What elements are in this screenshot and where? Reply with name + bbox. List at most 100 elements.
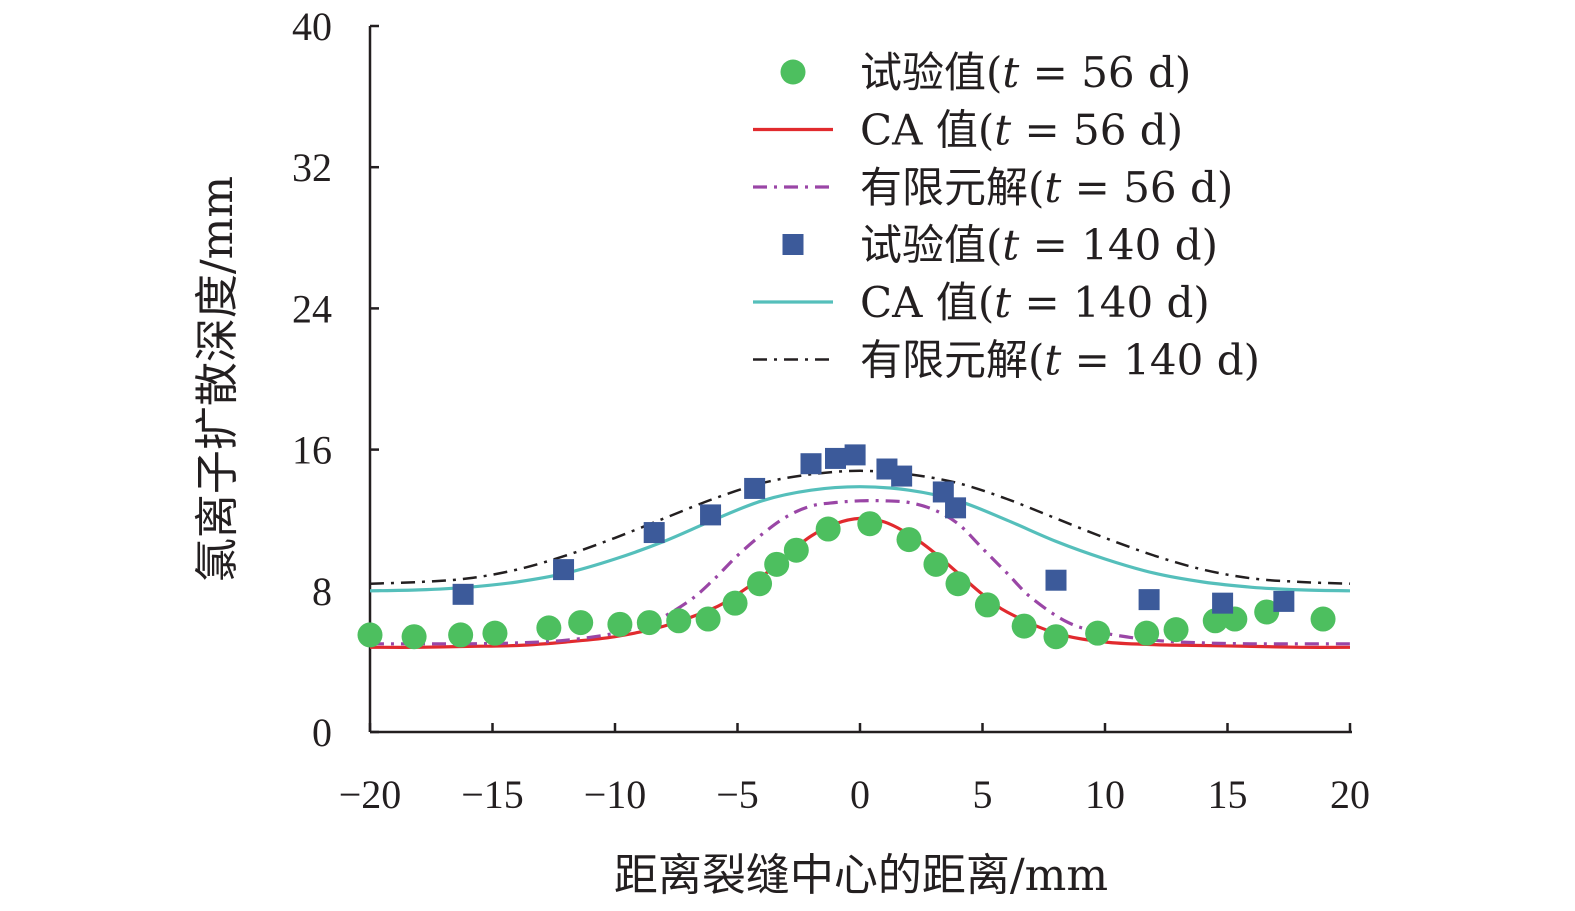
legend-close-paren: ): [1167, 106, 1183, 155]
x-tick-label: 20: [1330, 772, 1370, 817]
data-point: [700, 504, 722, 526]
data-point: [815, 516, 841, 542]
data-point: [800, 453, 822, 475]
data-point: [844, 444, 866, 466]
y-tick-label: 40: [292, 4, 332, 49]
data-point: [401, 624, 427, 650]
x-tick-label: −20: [339, 772, 402, 817]
legend-equals: =: [1019, 48, 1081, 97]
legend-close-paren: ): [1193, 278, 1209, 327]
x-tick-label: −15: [461, 772, 524, 817]
legend-label: 有限元解(t = 140 d): [860, 336, 1260, 385]
data-point: [568, 610, 594, 636]
x-tick-label: −10: [584, 772, 647, 817]
data-point: [825, 447, 846, 469]
x-tick-label: −5: [716, 772, 759, 817]
data-point: [452, 583, 474, 605]
series-line: [369, 485, 1351, 593]
data-point: [923, 551, 949, 577]
data-point: [1310, 606, 1336, 632]
legend-time-value: 140 d: [1081, 221, 1201, 270]
legend-time-variable: t: [1044, 163, 1061, 212]
y-tick-label: 24: [292, 286, 332, 331]
data-point: [1085, 620, 1111, 646]
legend-entry: 有限元解(t = 140 d): [753, 336, 1260, 385]
series-line: [369, 469, 1351, 585]
data-point: [722, 590, 748, 616]
data-point: [764, 551, 790, 577]
data-point: [1138, 589, 1160, 611]
legend-prefix: 有限元解(: [860, 336, 1044, 385]
data-point: [1212, 592, 1234, 614]
y-axis-title: 氯离子扩散深度/mm: [192, 176, 243, 582]
legend-label: 试验值(t = 140 d): [860, 221, 1218, 270]
legend-marker: [782, 234, 804, 255]
data-point: [536, 615, 562, 641]
x-tick-label: 10: [1085, 772, 1125, 817]
legend-time-value: 140 d: [1123, 336, 1243, 385]
legend-entry: CA 值(t = 56 d): [753, 106, 1183, 155]
data-point: [357, 622, 383, 648]
x-axis-title: 距离裂缝中心的距离/mm: [614, 850, 1108, 901]
data-point: [974, 592, 1000, 618]
legend-prefix: CA 值(: [860, 278, 994, 327]
legend-time-value: 140 d: [1073, 278, 1193, 327]
data-point: [1254, 599, 1280, 625]
legend-prefix: CA 值(: [860, 106, 994, 155]
data-point: [553, 559, 575, 581]
data-point: [448, 622, 474, 648]
legend-equals: =: [1011, 106, 1073, 155]
data-point: [1043, 624, 1069, 650]
legend: 试验值(t = 56 d)CA 值(t = 56 d)有限元解(t = 56 d…: [753, 48, 1260, 385]
ticks: −20 −15 −10 −5 0 5 10 15 20 0 8 16 24 32 40: [292, 4, 1370, 817]
legend-label: 试验值(t = 56 d): [860, 48, 1191, 97]
data-point: [607, 611, 633, 637]
data-point: [666, 608, 692, 634]
legend-prefix: 有限元解(: [860, 163, 1044, 212]
legend-prefix: 试验值(: [860, 48, 1002, 97]
legend-label: CA 值(t = 140 d): [860, 278, 1210, 327]
data-point: [783, 537, 809, 563]
legend-equals: =: [1019, 221, 1081, 270]
data-point: [482, 620, 508, 646]
x-tick-label: 15: [1208, 772, 1248, 817]
data-point: [857, 511, 883, 537]
legend-time-variable: t: [1002, 48, 1019, 97]
legend-label: 有限元解(t = 56 d): [860, 163, 1233, 212]
legend-entry: CA 值(t = 140 d): [753, 278, 1210, 327]
legend-time-variable: t: [1044, 336, 1061, 385]
legend-label: CA 值(t = 56 d): [860, 106, 1183, 155]
legend-time-value: 56 d: [1123, 163, 1217, 212]
series-layer: [357, 444, 1351, 650]
data-point: [1045, 569, 1067, 591]
data-point: [747, 571, 773, 597]
data-point: [932, 481, 954, 503]
data-point: [945, 571, 971, 597]
data-point: [1163, 617, 1189, 643]
y-tick-label: 32: [292, 145, 332, 190]
data-point: [1134, 620, 1160, 646]
data-point: [695, 606, 721, 632]
legend-entry: 试验值(t = 140 d): [782, 221, 1218, 270]
legend-entry: 试验值(t = 56 d): [780, 48, 1191, 97]
legend-equals: =: [1061, 336, 1123, 385]
data-point: [891, 465, 913, 487]
legend-equals: =: [1061, 163, 1123, 212]
legend-close-paren: ): [1202, 221, 1218, 270]
legend-close-paren: ): [1217, 163, 1233, 212]
legend-equals: =: [1011, 278, 1073, 327]
data-point: [1202, 608, 1228, 634]
legend-marker: [780, 59, 806, 85]
data-point: [896, 527, 922, 553]
legend-entry: 有限元解(t = 56 d): [753, 163, 1233, 212]
data-point: [643, 522, 665, 544]
legend-close-paren: ): [1244, 336, 1260, 385]
legend-time-variable: t: [994, 278, 1011, 327]
data-point: [945, 497, 967, 519]
legend-close-paren: ): [1175, 48, 1191, 97]
legend-time-value: 56 d: [1081, 48, 1175, 97]
data-point: [1273, 590, 1295, 612]
data-point: [1011, 613, 1037, 639]
data-point: [744, 477, 766, 499]
